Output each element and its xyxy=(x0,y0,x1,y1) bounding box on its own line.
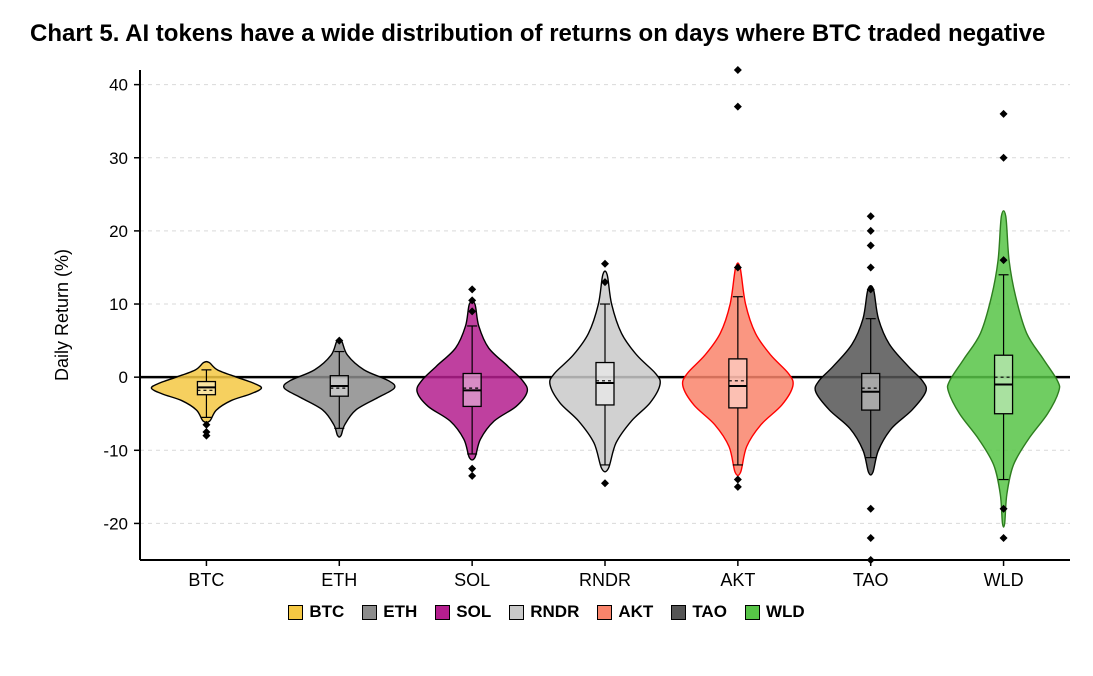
x-tick-label: ETH xyxy=(321,570,357,590)
series-AKT xyxy=(683,66,794,491)
outlier-marker xyxy=(867,242,875,250)
outlier-marker xyxy=(468,465,476,473)
legend-label: TAO xyxy=(692,602,727,622)
legend-item-TAO: TAO xyxy=(671,602,727,622)
legend-swatch xyxy=(509,605,524,620)
legend-item-BTC: BTC xyxy=(288,602,344,622)
violin-chart: -20 -10 0 10 20 30 40 Daily Return (%) BTC ETH SOL… xyxy=(30,55,1070,595)
chart-title: Chart 5. AI tokens have a wide distribut… xyxy=(30,18,1063,49)
series-TAO xyxy=(815,212,926,564)
outlier-marker xyxy=(734,66,742,74)
page: Chart 5. AI tokens have a wide distribut… xyxy=(0,0,1093,676)
outlier-marker xyxy=(734,483,742,491)
outlier-marker xyxy=(867,534,875,542)
y-tick-label: -20 xyxy=(103,515,128,534)
y-tick-label: 40 xyxy=(109,76,128,95)
outlier-marker xyxy=(1000,110,1008,118)
legend-label: ETH xyxy=(383,602,417,622)
legend-item-WLD: WLD xyxy=(745,602,805,622)
outlier-marker xyxy=(468,286,476,294)
legend-swatch xyxy=(362,605,377,620)
legend-swatch xyxy=(597,605,612,620)
legend-label: WLD xyxy=(766,602,805,622)
outlier-marker xyxy=(468,472,476,480)
y-tick-label: 30 xyxy=(109,149,128,168)
legend-item-ETH: ETH xyxy=(362,602,417,622)
legend-item-RNDR: RNDR xyxy=(509,602,579,622)
legend-label: SOL xyxy=(456,602,491,622)
box xyxy=(729,359,747,408)
outlier-marker xyxy=(601,479,609,487)
legend-label: BTC xyxy=(309,602,344,622)
outlier-marker xyxy=(734,103,742,111)
outlier-marker xyxy=(601,260,609,268)
y-axis-label: Daily Return (%) xyxy=(52,249,72,381)
x-tick-label: RNDR xyxy=(579,570,631,590)
outlier-marker xyxy=(1000,534,1008,542)
legend-swatch xyxy=(745,605,760,620)
x-tick-label: AKT xyxy=(720,570,755,590)
legend-label: RNDR xyxy=(530,602,579,622)
legend-item-AKT: AKT xyxy=(597,602,653,622)
y-tick-label: 20 xyxy=(109,222,128,241)
outlier-marker xyxy=(867,227,875,235)
outlier-marker xyxy=(1000,154,1008,162)
legend-item-SOL: SOL xyxy=(435,602,491,622)
series-WLD xyxy=(948,110,1060,542)
legend-swatch xyxy=(671,605,686,620)
outlier-marker xyxy=(734,476,742,484)
chart-holder: -20 -10 0 10 20 30 40 Daily Return (%) BTC ETH SOL… xyxy=(30,55,1063,600)
y-tick-label: -10 xyxy=(103,441,128,460)
series-ETH xyxy=(284,337,395,437)
outlier-marker xyxy=(867,212,875,220)
outlier-marker xyxy=(867,264,875,272)
x-tick-label: WLD xyxy=(984,570,1024,590)
x-tick-label: TAO xyxy=(853,570,889,590)
legend: BTC ETH SOL RNDR AKT TAO WLD xyxy=(30,602,1063,622)
legend-swatch xyxy=(435,605,450,620)
x-tick-label: SOL xyxy=(454,570,490,590)
y-tick-label: 0 xyxy=(119,368,128,387)
x-tick-label: BTC xyxy=(188,570,224,590)
outlier-marker xyxy=(867,505,875,513)
legend-label: AKT xyxy=(618,602,653,622)
legend-swatch xyxy=(288,605,303,620)
series-BTC xyxy=(151,362,261,440)
series-RNDR xyxy=(550,260,661,487)
y-tick-label: 10 xyxy=(109,295,128,314)
